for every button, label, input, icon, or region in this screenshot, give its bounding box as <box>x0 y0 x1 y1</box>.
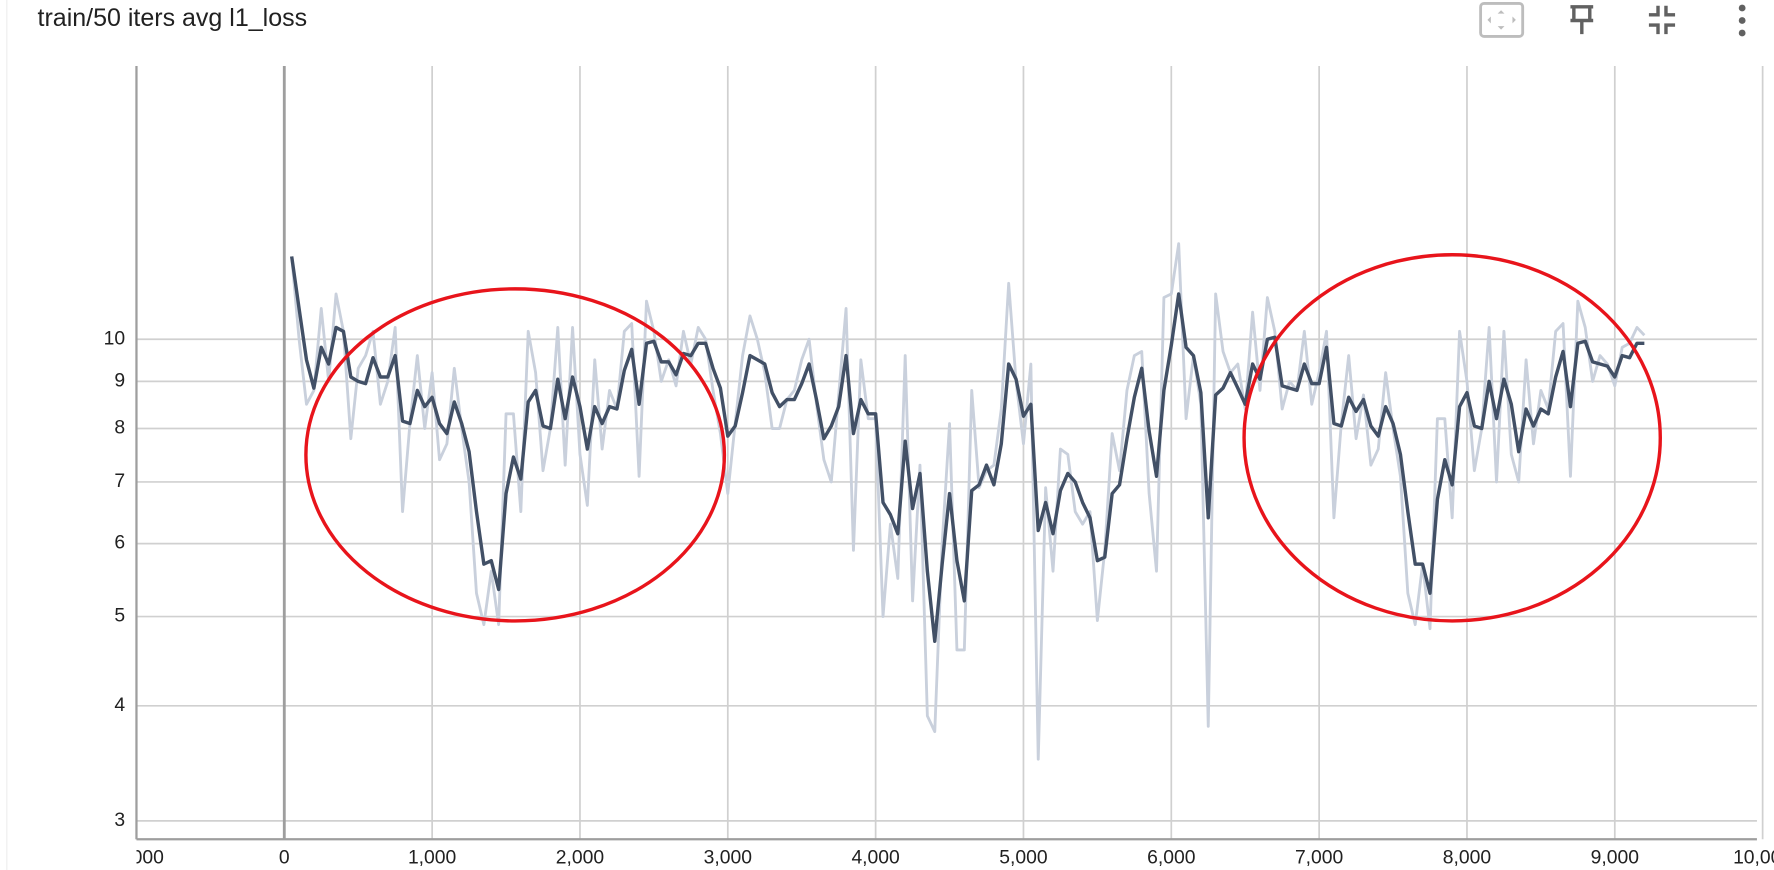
toolbar <box>1479 2 1746 38</box>
x-tick-label: 10,000 <box>1733 848 1774 869</box>
plot-lines <box>289 242 1646 761</box>
y-tick-label: 8 <box>114 418 125 439</box>
pin-button[interactable] <box>1570 5 1594 35</box>
highlight-ellipse <box>1242 253 1662 623</box>
chart-title: train/50 iters avg l1_loss <box>38 4 308 32</box>
x-tick-label: -1,000 <box>109 848 164 869</box>
x-tick-label: 6,000 <box>1147 848 1195 869</box>
x-tick-label: 4,000 <box>851 848 899 869</box>
y-tick-label: 4 <box>114 695 125 716</box>
more-button[interactable] <box>1738 4 1746 37</box>
y-tick-label: 6 <box>114 533 125 554</box>
x-tick-label: 7,000 <box>1295 848 1343 869</box>
series-line <box>289 256 1645 644</box>
more-dot <box>1738 29 1746 37</box>
pin-icon <box>1570 5 1594 35</box>
fit-domain-button[interactable] <box>1479 2 1525 38</box>
x-tick-label: 9,000 <box>1591 848 1639 869</box>
highlight-ellipse <box>304 287 727 623</box>
x-tick-label: 1,000 <box>408 848 456 869</box>
x-tick-label: 8,000 <box>1443 848 1491 869</box>
y-tick-label: 3 <box>114 810 125 831</box>
collapse-button[interactable] <box>1648 5 1676 35</box>
x-tick-labels: -1,000 0 1,000 2,000 3,000 4,000 5,000 6,000 7,0… <box>109 848 1774 869</box>
annotations <box>304 253 1662 623</box>
y-tick-label: 5 <box>114 606 125 627</box>
x-tick-label: 2,000 <box>556 848 604 869</box>
x-tick-label: 3,000 <box>704 848 752 869</box>
x-tick-label: 0 <box>279 848 290 869</box>
more-dot <box>1738 4 1746 12</box>
y-tick-label: 9 <box>114 371 125 392</box>
y-tick-label: 7 <box>114 471 125 492</box>
y-tick-label: 10 <box>104 328 126 349</box>
series-line <box>290 242 1646 761</box>
more-dot <box>1738 17 1746 24</box>
fit-icon-frame <box>1479 2 1525 38</box>
fit-icon-arrows <box>1487 10 1516 30</box>
x-tick-label: 5,000 <box>999 848 1047 869</box>
collapse-icon <box>1648 5 1676 35</box>
